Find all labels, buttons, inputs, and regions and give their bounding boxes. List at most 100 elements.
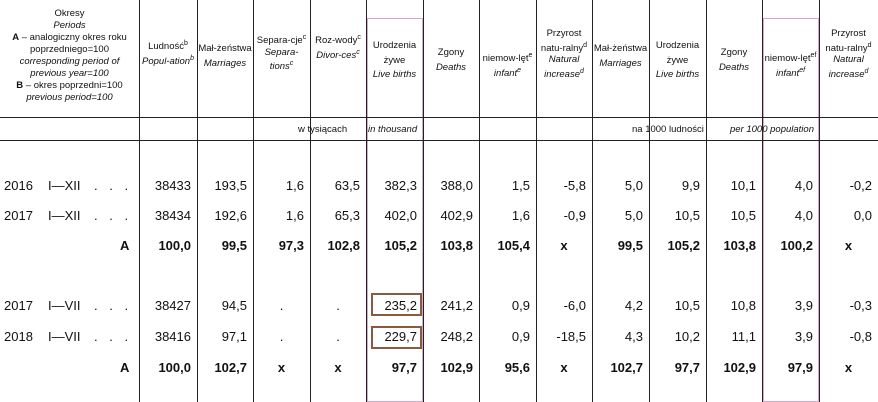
unit-label-per-1000-en: per 1000 population — [730, 124, 814, 135]
table-cell: 193,5 — [214, 178, 247, 193]
table-row: 2017 I—VII . . . 38427 94,5.. 235,2 241,2 0,9 -6… — [0, 296, 878, 316]
table-cell: . — [279, 298, 284, 313]
column-rule — [366, 0, 367, 402]
column-header: niemow-lętef infantef — [764, 52, 817, 79]
table-cell: 100,2 — [780, 238, 813, 253]
table-cell: 99,5 — [617, 238, 643, 253]
table-cell: 97,9 — [787, 360, 813, 375]
table-row: 2018 I—VII . . . 38416 97,1.. 229,7 248,2 0,9 -1… — [0, 327, 878, 347]
column-rule — [819, 0, 820, 402]
table-row: A 100,0 99,5 97,3 102,8 105,2 103,8 105,4 x 99,5 1… — [0, 236, 878, 256]
column-header-pl: niemow-lęt — [764, 53, 811, 65]
column-rule — [139, 0, 140, 402]
column-rule — [592, 0, 593, 402]
table-cell: 0,9 — [511, 298, 530, 313]
table-cell: . — [336, 329, 340, 344]
table-cell: 65,3 — [334, 208, 360, 223]
table-cell: 10,5 — [730, 208, 756, 223]
column-header: Urodzenia żywe Live births — [649, 40, 706, 81]
unit-label-thousand: w tysiącach — [298, 124, 348, 135]
row-dots: . . . — [94, 208, 133, 223]
column-header-en: Divor-ces — [316, 49, 357, 61]
table-cell: 102,7 — [214, 360, 247, 375]
column-header: Ludnośćb Popul-ationb — [142, 40, 194, 67]
column-header-pl: Mał-żeństwa — [593, 43, 648, 55]
column-rule — [479, 0, 480, 402]
table-cell: 97,1 — [221, 329, 247, 344]
table-cell: 97,7 — [391, 360, 417, 375]
column-header-pl: Separa-cje — [256, 35, 303, 47]
column-rule — [649, 0, 650, 402]
column-header-pl: Mał-żeństwa — [198, 43, 252, 55]
column-rule — [706, 0, 707, 402]
column-header: Zgony Deaths — [423, 44, 479, 73]
table-cell: 10,5 — [674, 298, 700, 313]
table-cell: 11,1 — [731, 329, 756, 344]
table-cell: 382,3 — [384, 178, 417, 193]
column-header: Mał-żeństwa Marriages — [592, 40, 649, 69]
table-cell: -0,8 — [849, 329, 872, 344]
table-cell: x — [560, 238, 568, 253]
table-cell: 402,9 — [440, 208, 473, 223]
row-dots: . . . — [94, 178, 133, 193]
table-cell: -18,5 — [556, 329, 586, 344]
table-cell: 402,0 — [384, 208, 417, 223]
column-header-pl: Przyrost natu-ralny — [825, 28, 868, 54]
column-rule — [310, 0, 311, 402]
table-cell: x — [334, 360, 342, 375]
table-cell: 248,2 — [440, 329, 473, 344]
column-header-en: Marriages — [599, 57, 642, 69]
table-cell: 38434 — [154, 208, 191, 223]
column-header-pl: Zgony — [437, 47, 465, 59]
table-cell: 5,0 — [624, 208, 643, 223]
header-rule — [0, 117, 878, 118]
column-header-pl: niemow-lęt — [482, 53, 529, 65]
table-cell: 235,2 — [384, 298, 417, 313]
table-cell: 105,4 — [497, 238, 530, 253]
table-cell: 241,2 — [440, 298, 473, 313]
table-cell: 10,2 — [674, 329, 700, 344]
table-cell: -0,9 — [563, 208, 586, 223]
table-cell: 102,8 — [327, 238, 360, 253]
unit-label-per-1000: na 1000 ludności — [632, 124, 704, 135]
table-row: 2017 I—XII . . . 38434 192,6 1,6 65,3 402,0 402,… — [0, 206, 878, 226]
column-header-en: Live births — [372, 69, 417, 81]
column-header-en: Natural increase — [544, 54, 580, 80]
table-cell: x — [277, 360, 286, 375]
table-cell: 229,7 — [384, 329, 417, 344]
row-year: 2016 — [4, 178, 33, 193]
row-year: 2017 — [4, 298, 33, 313]
column-rule — [253, 0, 254, 402]
row-period: I—XII — [48, 178, 81, 193]
table-cell: 97,7 — [674, 360, 700, 375]
table-cell: 4,0 — [794, 178, 813, 193]
table-cell: x — [844, 238, 853, 253]
table-cell: 1,6 — [285, 208, 304, 223]
column-header-pl: Ludność — [148, 41, 184, 53]
table-cell: 100,0 — [158, 360, 191, 375]
column-header: niemow-lęte infante — [482, 52, 533, 79]
row-period: I—VII — [48, 329, 81, 344]
column-header-en: Natural increase — [828, 54, 865, 80]
table-cell: 0,9 — [511, 329, 530, 344]
column-header-en: infant — [493, 67, 518, 79]
column-header: Separa-cjec Separa-tionsc — [256, 34, 307, 73]
table-cell: 0,0 — [853, 208, 872, 223]
table-cell: 94,5 — [221, 298, 247, 313]
column-header-pl: Urodzenia żywe — [372, 40, 417, 66]
table-cell: 102,9 — [440, 360, 473, 375]
table-cell: 95,6 — [504, 360, 530, 375]
table-cell: 4,2 — [624, 298, 643, 313]
table-cell: 97,3 — [278, 238, 304, 253]
table-cell: 102,9 — [723, 360, 756, 375]
table-cell: 388,0 — [440, 178, 473, 193]
column-header-en: Deaths — [718, 61, 750, 73]
column-header-pl: Roz-wody — [315, 35, 358, 47]
table-cell: 10,1 — [730, 178, 756, 193]
column-header-en: Separa-tions — [264, 46, 299, 73]
table-cell: x — [844, 360, 853, 375]
table-cell: 4,3 — [624, 329, 643, 344]
table-cell: 63,5 — [334, 178, 360, 193]
table-cell: 192,6 — [214, 208, 247, 223]
